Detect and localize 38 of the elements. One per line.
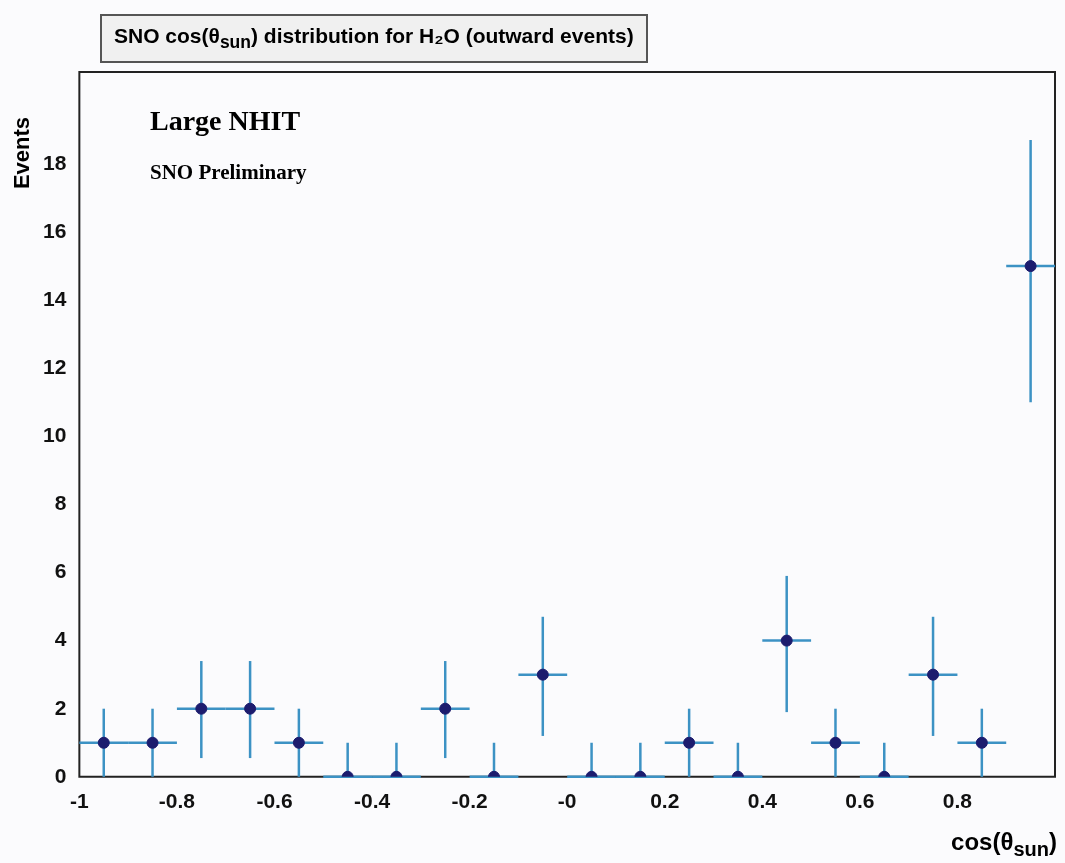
y-axis-title: Events [9,116,36,190]
x-tick-label: 0.6 [845,789,875,813]
point [927,668,940,681]
x-tick-label: -0.8 [158,789,196,813]
point [829,736,842,749]
y-tick-label: 6 [54,559,67,583]
x-axis-title: cos(θ$_{sun}$) [951,828,1057,861]
x-tick-label: 0.4 [747,789,778,813]
annotation: Large NHIT [150,105,301,137]
chart-title: SNO cos(θ$_{sun}$) distribution for H₂O (outward events) [100,14,648,64]
point [683,736,696,749]
x-tick-label: 0.8 [942,789,973,813]
point [244,702,257,715]
y-tick-label: 10 [43,423,67,447]
point [780,634,793,647]
y-tick-label: 8 [54,491,67,515]
y-tick-label: 0 [54,763,67,787]
y-tick-label: 12 [43,355,67,379]
x-tick-label: -0.6 [256,789,293,813]
point [292,736,305,749]
y-tick-label: 14 [43,286,67,310]
x-tick-label: -0.2 [451,789,488,813]
point [1024,260,1037,273]
point [536,668,549,681]
point [975,736,988,749]
x-tick-label: -0 [557,789,577,813]
y-tick-label: 2 [54,695,67,719]
x-tick-label: 0.2 [650,789,680,813]
point [97,736,110,749]
annotation: SNO Preliminary [150,160,307,185]
point [195,702,208,715]
y-tick-label: 4 [54,627,67,651]
point [146,736,159,749]
point [439,702,452,715]
y-tick-label: 16 [43,218,67,242]
x-tick-label: -0.4 [353,789,391,813]
x-tick-label: -1 [70,789,90,813]
y-tick-label: 18 [43,150,67,174]
